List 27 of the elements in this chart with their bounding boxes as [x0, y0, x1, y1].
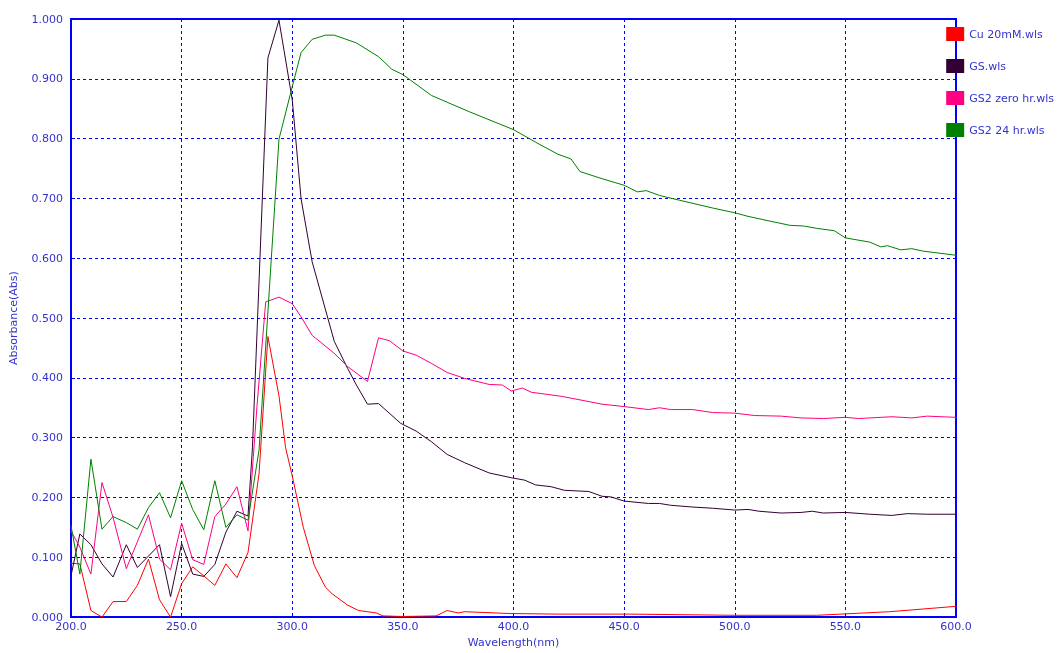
- x-tick-label: 500.0: [719, 620, 751, 634]
- x-axis-title: Wavelength(nm): [467, 636, 560, 649]
- y-tick-label: 0.200: [31, 490, 63, 504]
- x-tick-label: 250.0: [165, 620, 198, 634]
- legend-label: GS2 zero hr.wls: [969, 91, 1055, 105]
- legend-label: Cu 20mM.wls: [969, 27, 1044, 41]
- y-tick-label: 1.000: [31, 12, 63, 26]
- x-tick-label: 400.0: [497, 620, 530, 634]
- y-axis-title: Absorbance(Abs): [7, 271, 20, 365]
- y-tick-label: 0.500: [31, 311, 63, 325]
- x-tick-label: 200.0: [55, 620, 87, 634]
- x-tick-label: 450.0: [608, 620, 640, 634]
- x-tick-label: 600.0: [940, 620, 972, 634]
- y-tick-label: 0.800: [31, 132, 63, 146]
- x-tick-label: 550.0: [829, 620, 862, 634]
- y-tick-label: 0.400: [31, 371, 63, 385]
- y-tick-label: 0.100: [31, 550, 63, 564]
- legend-label: GS2 24 hr.wls: [969, 123, 1045, 137]
- y-tick-label: 0.300: [31, 431, 63, 445]
- y-tick-label: 0.600: [31, 251, 63, 265]
- y-tick-label: 0.700: [31, 191, 63, 205]
- x-tick-label: 350.0: [387, 620, 419, 634]
- line-series: [70, 296, 957, 575]
- line-series: [70, 336, 957, 618]
- legend-label: GS.wls: [969, 59, 1007, 73]
- y-tick-label: 0.900: [31, 72, 63, 86]
- x-tick-label: 300.0: [276, 620, 308, 634]
